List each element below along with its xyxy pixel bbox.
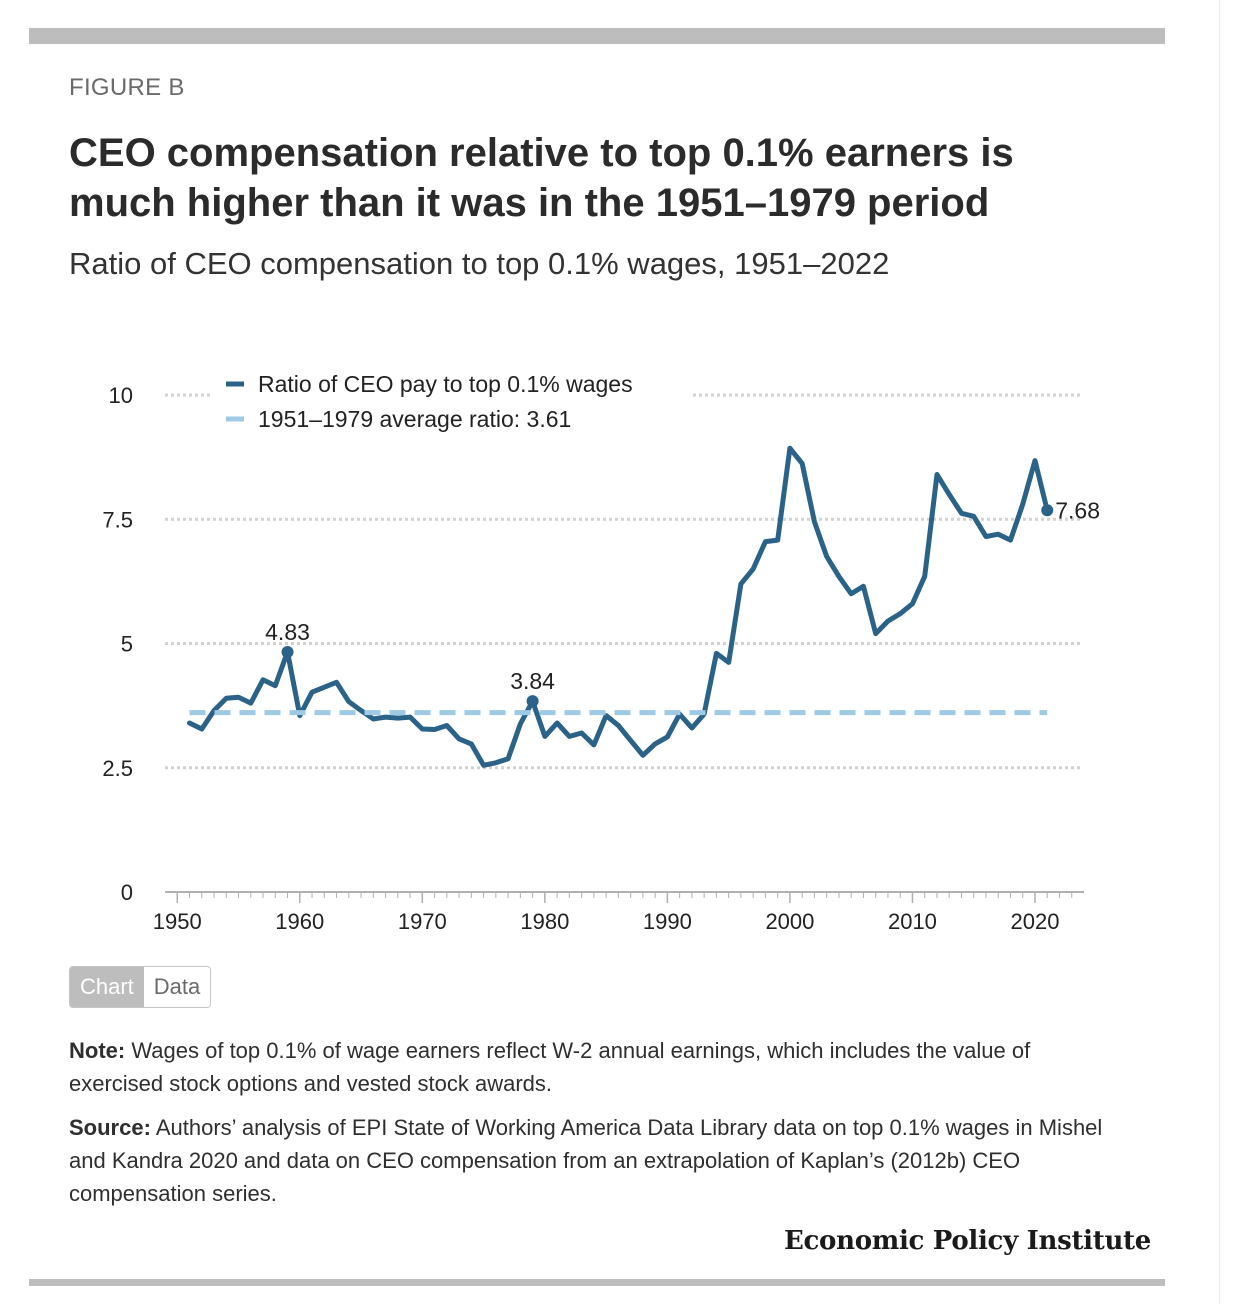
chart-subtitle: Ratio of CEO compensation to top 0.1% wa… [69, 246, 890, 281]
x-tick-label: 1990 [643, 909, 692, 934]
annotation-label: 4.83 [265, 619, 310, 645]
source-label: Source: [69, 1115, 151, 1140]
figure-label: FIGURE B [69, 74, 185, 101]
x-tick-label: 2020 [1011, 909, 1060, 934]
note-label: Note: [69, 1038, 126, 1063]
line-chart: 0 2.5 5 7.5 10 1950 1960 1970 1980 1990 2000 2010 20… [102, 362, 1100, 934]
annotation-marker [1041, 504, 1054, 517]
x-tick-label: 1970 [398, 909, 447, 934]
annotation-label: 3.84 [510, 668, 555, 694]
right-divider [1219, 0, 1220, 1304]
x-tick-label: 1960 [275, 909, 324, 934]
x-tick-label: 1980 [520, 909, 569, 934]
annotation-marker [526, 695, 539, 708]
source-body: Authors’ analysis of EPI State of Workin… [69, 1115, 1103, 1206]
chart-data-toggle: Chart Data [69, 966, 212, 1008]
data-tab[interactable]: Data [143, 967, 211, 1007]
x-tick-label: 1950 [153, 909, 202, 934]
chart-tab[interactable]: Chart [70, 967, 144, 1007]
y-tick-label: 5 [121, 632, 133, 657]
y-tick-label: 2.5 [102, 756, 133, 781]
x-tick-label: 2010 [888, 909, 937, 934]
legend-label: 1951–1979 average ratio: 3.61 [258, 406, 571, 432]
annotation-marker [281, 645, 294, 658]
chart-title: CEO compensation relative to top 0.1% ea… [69, 131, 1014, 225]
y-tick-label: 10 [109, 383, 133, 408]
x-tick-label: 2000 [765, 909, 814, 934]
legend-background [210, 362, 690, 444]
note-text: Note: Wages of top 0.1% of wage earners … [69, 1034, 1129, 1100]
top-rule [29, 28, 1165, 44]
bottom-rule [29, 1279, 1165, 1286]
annotation-label: 7.68 [1055, 497, 1100, 523]
ceo-ratio-line [187, 445, 1050, 768]
y-tick-label: 0 [121, 880, 133, 905]
y-tick-label: 7.5 [102, 507, 133, 532]
note-body: Wages of top 0.1% of wage earners reflec… [69, 1038, 1031, 1096]
brand-wordmark: Economic Policy Institute [784, 1226, 1151, 1256]
legend-label: Ratio of CEO pay to top 0.1% wages [258, 371, 633, 397]
source-text: Source: Authors’ analysis of EPI State o… [69, 1111, 1129, 1210]
